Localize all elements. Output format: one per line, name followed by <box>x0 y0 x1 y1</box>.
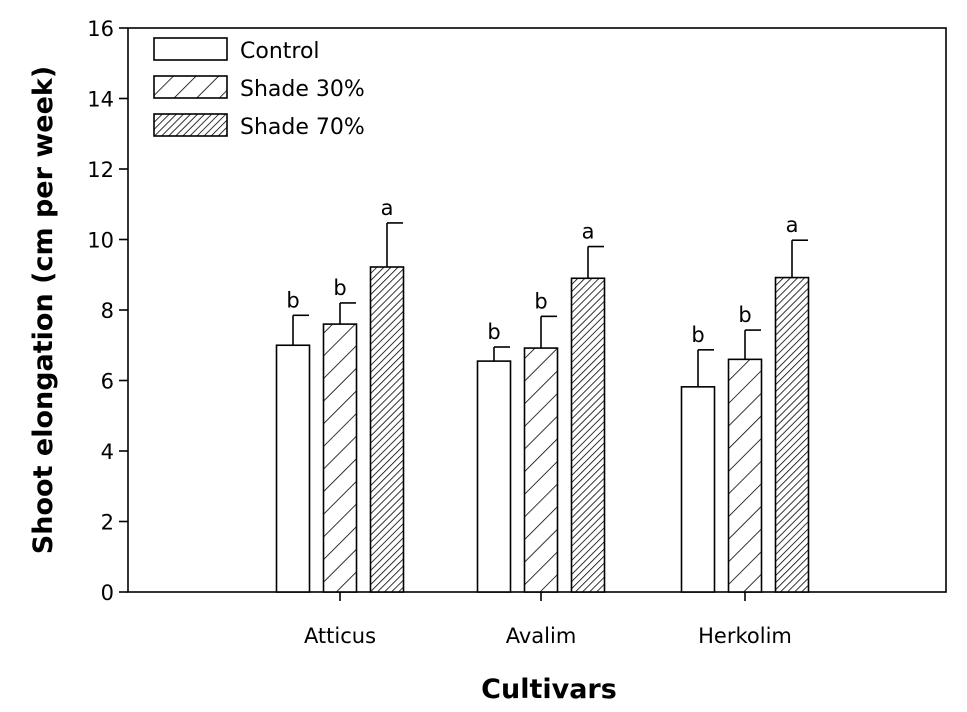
bar-sparse-hatch-herkolim <box>727 358 763 593</box>
legend-swatch-sparse-hatch <box>153 75 228 99</box>
x-axis: Atticus Avalim Herkolim <box>304 592 792 648</box>
y-tick-label: 2 <box>101 511 114 535</box>
significance-label: b <box>691 323 704 347</box>
legend-swatch-dense-hatch <box>153 113 228 137</box>
bar-sparse-hatch-avalim <box>523 347 559 593</box>
bar-group: b <box>322 276 358 593</box>
bars-group: b b a b b a b b a <box>275 196 810 593</box>
bar-open-atticus <box>275 344 311 593</box>
y-tick-label: 10 <box>87 229 114 253</box>
significance-label: b <box>487 320 500 344</box>
bar-open-avalim <box>476 360 512 593</box>
bar-group: b <box>727 303 763 593</box>
significance-label: a <box>786 213 799 237</box>
bar-group: b <box>523 289 559 593</box>
bar-group: a <box>570 220 606 593</box>
bar-sparse-hatch-atticus <box>322 323 358 593</box>
significance-label: b <box>286 288 299 312</box>
legend: Control Shade 30% Shade 70% <box>153 37 365 140</box>
x-tick-label-herkolim: Herkolim <box>698 624 792 648</box>
significance-label: a <box>381 196 394 220</box>
legend-label: Control <box>240 39 320 64</box>
bar-group: b <box>476 320 512 593</box>
y-tick-label: 6 <box>101 370 114 394</box>
legend-label: Shade 70% <box>240 115 365 140</box>
bar-group: a <box>369 196 405 593</box>
y-tick-label: 16 <box>87 17 114 41</box>
y-axis: 0 2 4 6 8 10 12 14 16 <box>87 17 128 605</box>
bar-group: b <box>275 288 311 593</box>
bar-open-herkolim <box>680 386 716 593</box>
y-tick-label: 0 <box>101 581 114 605</box>
significance-label: b <box>738 303 751 327</box>
bar-group: b <box>680 323 716 593</box>
significance-label: b <box>534 289 547 313</box>
legend-swatch-open <box>153 37 228 61</box>
x-axis-title: Cultivars <box>481 674 617 705</box>
y-tick-label: 14 <box>87 88 114 112</box>
y-tick-label: 8 <box>101 299 114 323</box>
significance-label: a <box>582 220 595 244</box>
y-tick-label: 4 <box>101 440 114 464</box>
bar-dense-hatch-atticus <box>369 266 405 593</box>
y-tick-label: 12 <box>87 158 114 182</box>
x-tick-label-avalim: Avalim <box>506 624 577 648</box>
bar-group: a <box>774 213 810 593</box>
legend-label: Shade 30% <box>240 77 365 102</box>
bar-dense-hatch-herkolim <box>774 276 810 593</box>
significance-label: b <box>333 276 346 300</box>
bar-dense-hatch-avalim <box>570 277 606 593</box>
x-tick-label-atticus: Atticus <box>304 624 376 648</box>
y-axis-title: Shoot elongation (cm per week) <box>28 66 59 554</box>
